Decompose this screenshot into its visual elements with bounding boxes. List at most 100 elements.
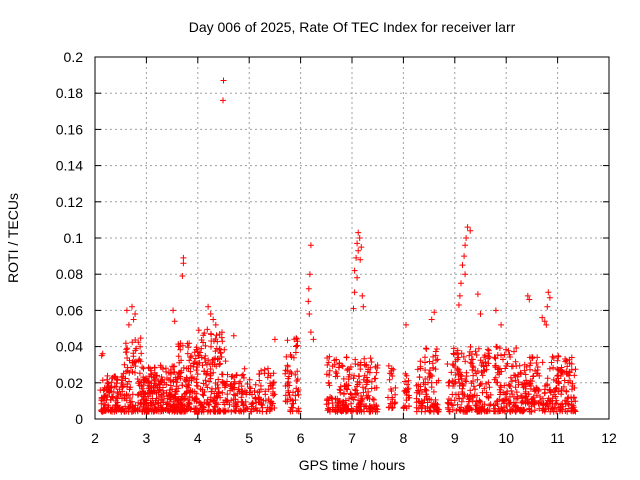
data-point (470, 383, 477, 390)
data-point (205, 303, 212, 310)
data-point (208, 388, 215, 395)
data-point (228, 408, 235, 415)
data-point (305, 298, 312, 305)
data-point (367, 355, 374, 362)
data-point (139, 408, 146, 415)
data-point (433, 357, 440, 364)
data-point (326, 372, 333, 378)
data-point (362, 362, 369, 369)
data-point (494, 397, 501, 404)
data-point (501, 351, 508, 358)
data-point (364, 394, 371, 401)
data-point (132, 311, 139, 317)
data-point (132, 347, 139, 354)
data-point (352, 387, 359, 394)
data-point (189, 374, 196, 381)
data-point (557, 406, 564, 413)
data-point (515, 371, 522, 378)
data-point (570, 394, 577, 401)
data-point (258, 400, 265, 407)
data-point (217, 394, 224, 401)
data-point (433, 404, 440, 411)
x-tick-label: 12 (601, 430, 617, 446)
y-tick-label: 0.16 (56, 121, 83, 137)
data-point (172, 388, 178, 395)
data-point (107, 385, 114, 391)
data-point (368, 359, 375, 365)
data-point (158, 364, 165, 371)
data-point (558, 391, 565, 398)
data-point (351, 394, 357, 401)
data-point (293, 342, 300, 349)
data-point (507, 374, 514, 381)
data-point (372, 375, 379, 382)
data-point (324, 362, 331, 368)
data-point (470, 372, 477, 379)
data-point (262, 388, 269, 395)
data-point (147, 390, 154, 397)
data-point (140, 374, 147, 381)
data-point (193, 396, 200, 403)
data-point (219, 329, 225, 336)
data-point (478, 405, 485, 412)
data-point (462, 358, 469, 365)
data-point (360, 303, 367, 310)
data-point (267, 383, 274, 389)
data-point (146, 389, 153, 396)
data-point (153, 389, 160, 396)
data-point (467, 227, 474, 234)
data-point (218, 371, 225, 378)
data-point (283, 353, 290, 360)
x-tick-label: 6 (297, 430, 305, 446)
data-point (344, 386, 351, 393)
data-point (475, 400, 481, 406)
data-point (156, 381, 163, 388)
data-point (446, 378, 453, 385)
data-point (292, 392, 299, 399)
data-point (500, 389, 507, 396)
data-point (310, 336, 317, 343)
data-point (136, 356, 143, 363)
data-point (224, 391, 231, 398)
data-point (324, 407, 331, 414)
data-point (137, 335, 144, 342)
data-point (476, 397, 483, 404)
data-point (461, 253, 468, 260)
data-point (496, 345, 503, 352)
data-point (385, 394, 391, 401)
data-point (129, 391, 136, 398)
x-tick-label: 4 (194, 430, 202, 446)
data-point (430, 388, 437, 395)
y-tick-label: 0.12 (56, 194, 83, 210)
y-tick-label: 0.06 (56, 302, 83, 318)
data-point (361, 355, 368, 362)
data-point (287, 396, 294, 403)
data-point (350, 375, 357, 382)
data-point (290, 389, 296, 396)
data-point (422, 359, 428, 366)
data-point (533, 360, 540, 366)
data-point (392, 384, 399, 391)
data-point (422, 367, 429, 373)
data-point (141, 399, 148, 406)
data-point (365, 366, 372, 373)
data-point (354, 240, 361, 247)
data-point (462, 242, 469, 249)
data-point (115, 393, 122, 399)
data-point (522, 395, 528, 401)
data-point (192, 405, 199, 412)
data-point (374, 406, 381, 413)
data-point (564, 400, 571, 407)
data-point (232, 396, 239, 403)
data-point (535, 386, 542, 393)
data-point (546, 294, 553, 301)
data-point (458, 398, 465, 405)
data-point (271, 405, 278, 411)
data-point (104, 380, 111, 386)
data-point (373, 403, 380, 410)
data-point (191, 359, 198, 366)
data-point (292, 371, 299, 378)
data-point (193, 346, 200, 353)
data-point (355, 229, 362, 236)
data-point (474, 291, 481, 298)
